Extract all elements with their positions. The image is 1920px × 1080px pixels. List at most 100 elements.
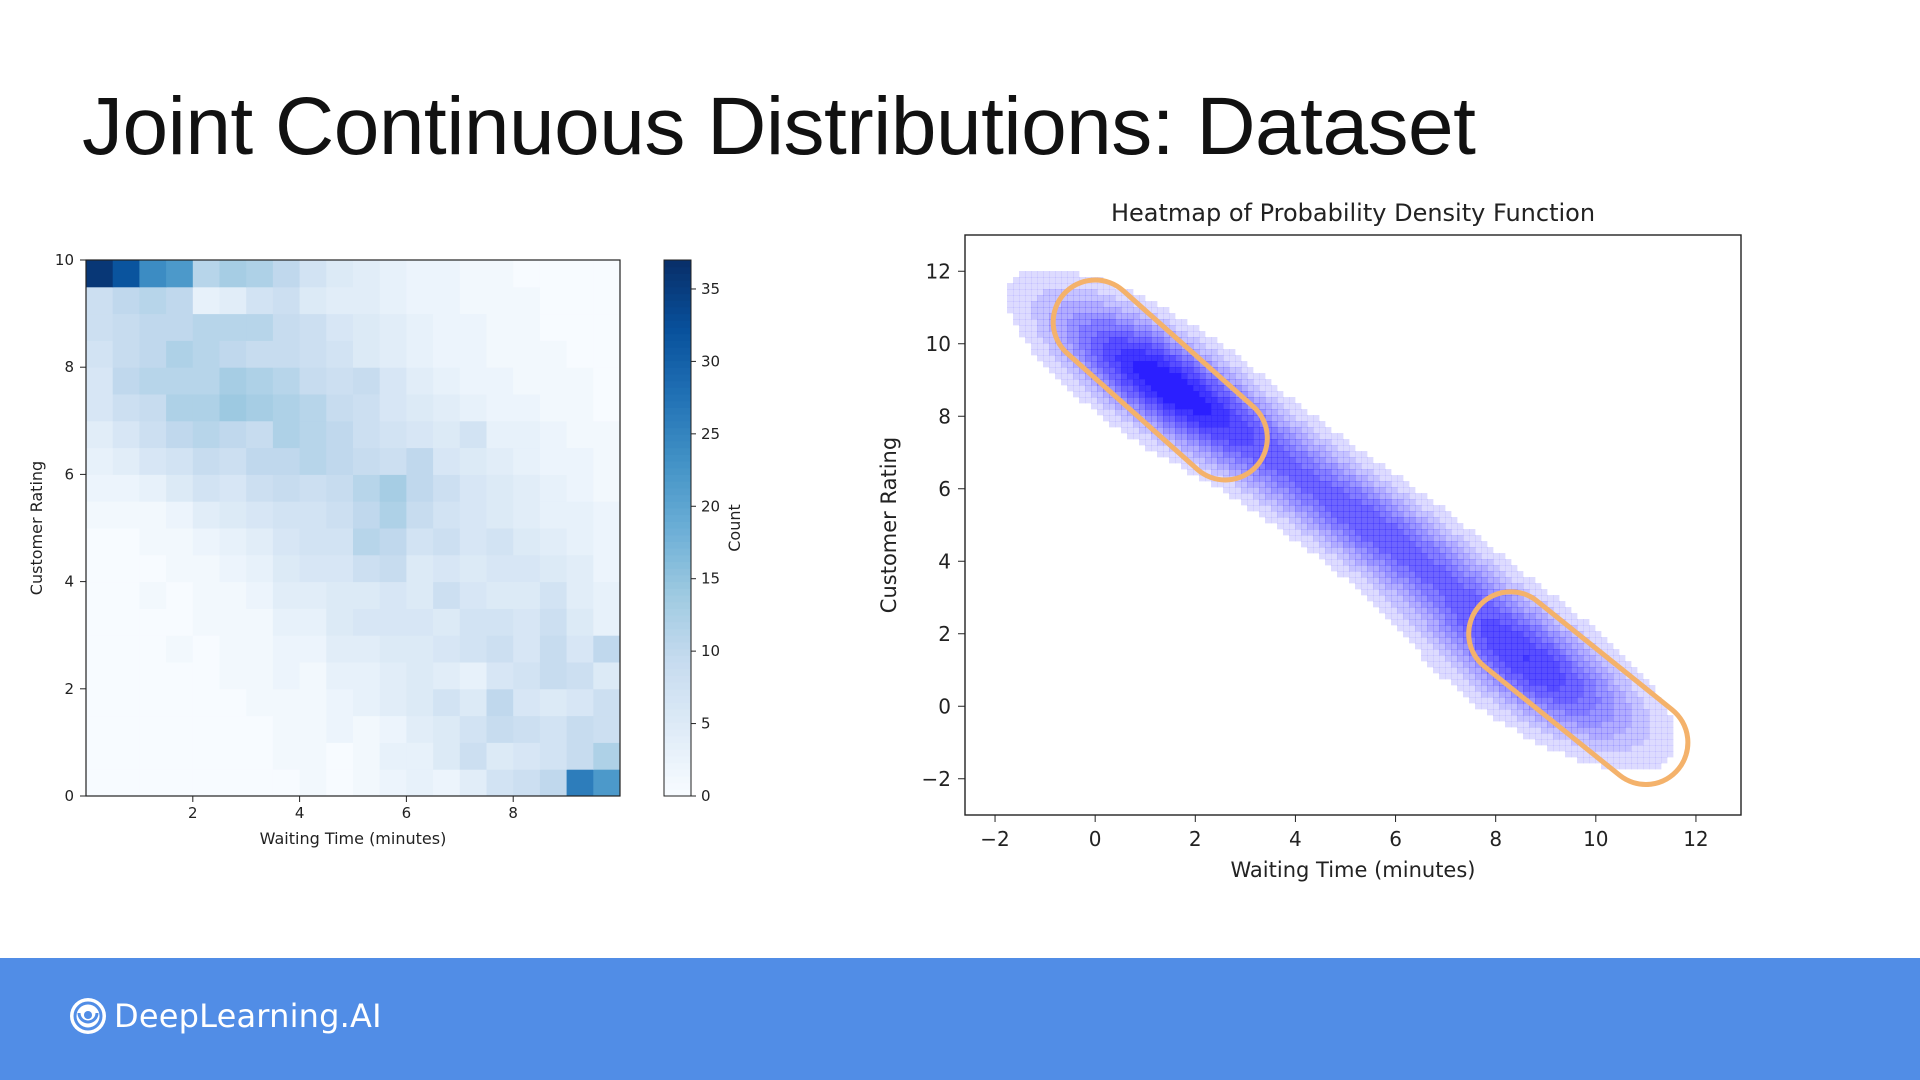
density-cell [1631, 709, 1638, 716]
density-cell [1091, 385, 1098, 392]
density-cell [1205, 385, 1212, 392]
density-cell [1385, 481, 1392, 488]
density-cell [1451, 529, 1458, 536]
density-cell [1091, 337, 1098, 344]
density-cell [1139, 373, 1146, 380]
density-cell [1391, 535, 1398, 542]
density-cell [1505, 673, 1512, 680]
histogram-cell [219, 581, 247, 609]
histogram-cell [326, 528, 354, 556]
density-cell [1049, 295, 1056, 302]
density-cell [1421, 577, 1428, 584]
histogram-cell [406, 367, 434, 395]
density-cell [1529, 577, 1536, 584]
density-cell [1265, 517, 1272, 524]
density-cell [1181, 385, 1188, 392]
density-cell [1193, 331, 1200, 338]
histogram-cell [459, 581, 487, 609]
density-cell [1523, 661, 1530, 668]
histogram-cell [459, 367, 487, 395]
density-cell [1031, 337, 1038, 344]
density-cell [1241, 481, 1248, 488]
density-cell [1301, 439, 1308, 446]
density-cell [1469, 607, 1476, 614]
density-cell [1181, 463, 1188, 470]
density-cell [1367, 595, 1374, 602]
density-cell [1109, 403, 1116, 410]
density-cell [1031, 319, 1038, 326]
density-cell [1391, 571, 1398, 578]
density-cell [1241, 361, 1248, 368]
density-cell [1547, 643, 1554, 650]
histogram-cell [539, 474, 568, 502]
density-cell [1235, 409, 1242, 416]
density-cell [1433, 595, 1440, 602]
density-cell [1499, 631, 1506, 638]
density-cell [1247, 451, 1254, 458]
histogram-cell [486, 688, 514, 717]
density-cell [1121, 373, 1128, 380]
histogram-cell [459, 554, 487, 583]
density-cell [1283, 397, 1290, 404]
density-cell [1655, 763, 1662, 770]
density-cell [1415, 577, 1422, 584]
density-cell [1361, 589, 1368, 596]
density-cell [1649, 697, 1656, 704]
density-cell [1601, 685, 1608, 692]
density-cell [1385, 553, 1392, 560]
density-cell [1073, 349, 1080, 356]
density-cell [1469, 583, 1476, 590]
histogram-cell [379, 554, 407, 583]
density-cell [1343, 541, 1350, 548]
density-cell [1043, 313, 1050, 320]
density-cell [1271, 457, 1278, 464]
density-cell [1481, 589, 1488, 596]
histogram-cell [593, 260, 621, 288]
density-cell [1133, 397, 1140, 404]
density-cell [1091, 313, 1098, 320]
density-cell [1331, 481, 1338, 488]
density-cell [1451, 631, 1458, 638]
density-cell [1205, 391, 1212, 398]
density-cell [1049, 283, 1056, 290]
density-cell [1337, 553, 1344, 560]
density-cell [1571, 673, 1578, 680]
density-cell [1415, 595, 1422, 602]
density-cell [1187, 331, 1194, 338]
density-cell [1451, 523, 1458, 530]
density-cell [1493, 697, 1500, 704]
colorbar-step [664, 367, 691, 375]
density-cell [1619, 739, 1626, 746]
density-cell [1505, 607, 1512, 614]
density-cell [1325, 427, 1332, 434]
density-cell [1505, 715, 1512, 722]
density-cell [1319, 505, 1326, 512]
density-cell [1475, 697, 1482, 704]
density-cell [1391, 583, 1398, 590]
colorbar-step [664, 467, 691, 475]
density-cell [1415, 529, 1422, 536]
density-cell [1199, 409, 1206, 416]
density-cell [1145, 301, 1152, 308]
density-cell [1445, 613, 1452, 620]
density-cell [1037, 295, 1044, 302]
density-cell [1235, 439, 1242, 446]
density-cell [1475, 667, 1482, 674]
histogram-cell [459, 313, 487, 341]
histogram-cell [192, 394, 220, 422]
density-cell [1535, 631, 1542, 638]
density-cell [1265, 421, 1272, 428]
histogram-cell [112, 715, 140, 743]
density-cell [1199, 343, 1206, 350]
density-cell [1049, 301, 1056, 308]
density-cell [1205, 463, 1212, 470]
histogram-cell [513, 260, 541, 288]
histogram-cell [192, 608, 220, 636]
density-cell [1211, 427, 1218, 434]
density-cell [1469, 535, 1476, 542]
density-cell [1037, 319, 1044, 326]
histogram-cell [459, 769, 487, 797]
density-cell [1511, 565, 1518, 572]
density-cell [1049, 349, 1056, 356]
density-cell [1457, 601, 1464, 608]
